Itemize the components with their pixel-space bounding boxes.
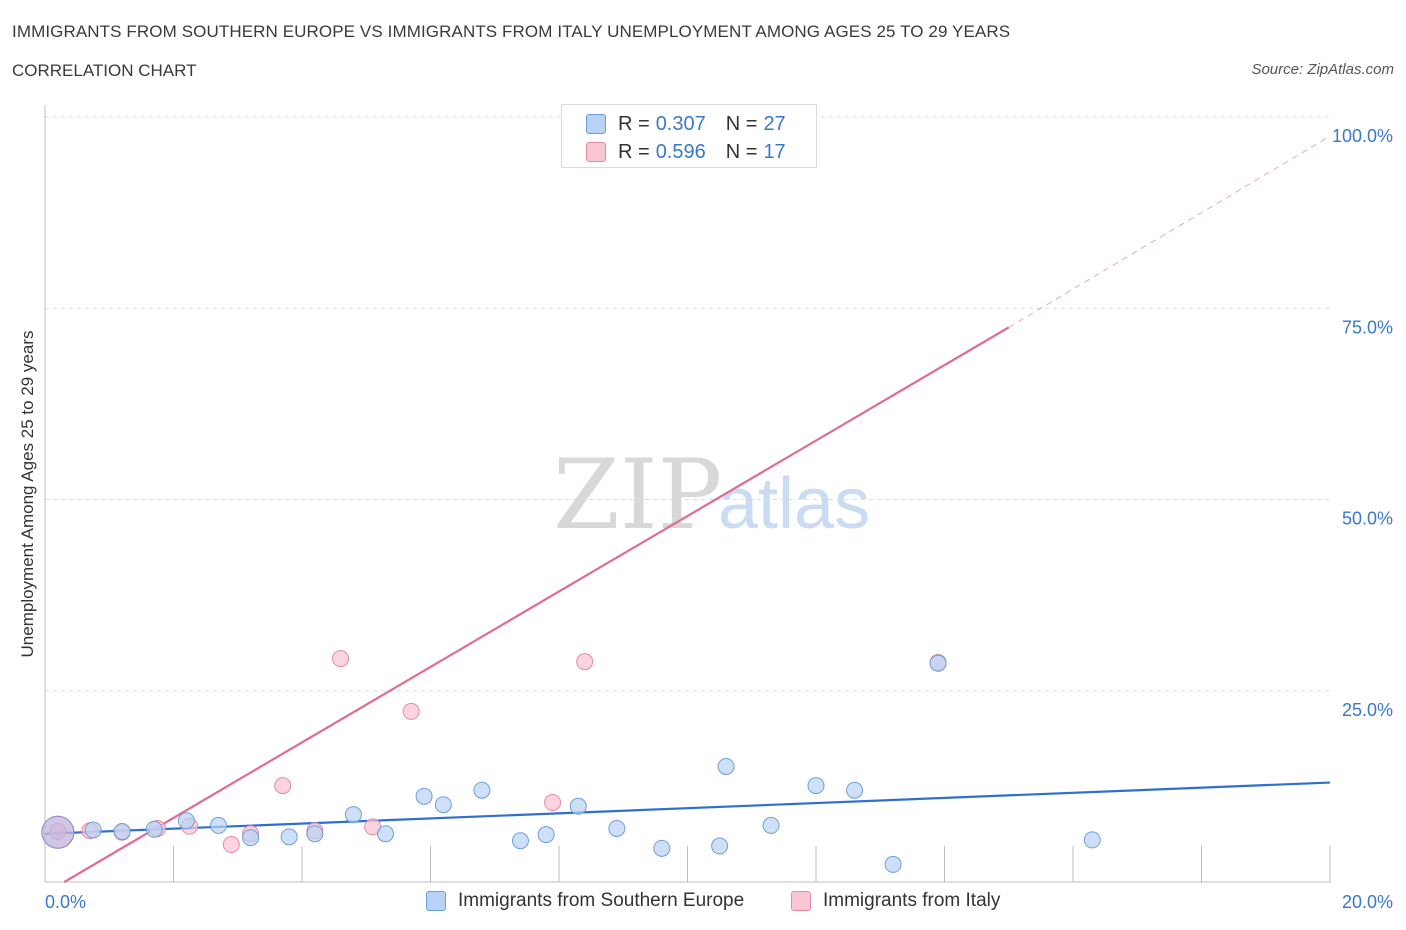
data-point-southern-europe	[177, 812, 195, 830]
data-point-italy	[576, 653, 594, 671]
data-point-italy	[332, 650, 350, 668]
trend-line-southern-europe	[44, 781, 1331, 835]
data-point-italy	[222, 836, 240, 854]
legend-label: Immigrants from Southern Europe	[458, 890, 745, 911]
trend-extension-italy	[1008, 135, 1331, 328]
data-point-southern-europe	[209, 816, 227, 834]
data-point-southern-europe	[84, 821, 102, 839]
correlation-legend: R = 0.307 N = 27 R = 0.596 N = 17	[561, 104, 817, 168]
r-value: 0.307	[655, 112, 706, 135]
swatch-italy	[791, 891, 811, 911]
legend-row-southern-europe: R = 0.307 N = 27	[586, 112, 786, 136]
data-point-southern-europe	[377, 825, 395, 843]
data-point-southern-europe	[717, 757, 735, 775]
trend-layer	[44, 135, 1331, 883]
watermark-atlas: atlas	[718, 464, 870, 544]
r-value: 0.596	[655, 140, 706, 163]
n-value: 17	[763, 140, 786, 163]
data-point-southern-europe	[846, 781, 864, 799]
data-point-southern-europe	[242, 829, 260, 847]
data-point-southern-europe	[569, 797, 587, 815]
data-point-italy	[402, 702, 420, 720]
x-tick-label: 0.0%	[45, 892, 86, 912]
x-tick-label: 20.0%	[1342, 892, 1393, 912]
watermark: ZIP atlas	[553, 439, 870, 551]
points-layer	[41, 108, 1101, 873]
y-tick-label: 50.0%	[1342, 509, 1393, 529]
data-point-southern-europe	[711, 837, 729, 855]
data-point-southern-europe	[762, 816, 780, 834]
data-point-southern-europe	[280, 828, 298, 846]
data-point-southern-europe	[511, 832, 529, 850]
data-point-southern-europe	[608, 819, 626, 837]
data-point-southern-europe	[537, 826, 555, 844]
r-label: R =	[618, 112, 650, 135]
legend-item-southern-europe: Immigrants from Southern Europe	[426, 890, 744, 912]
data-point-southern-europe	[415, 787, 433, 805]
data-point-southern-europe	[344, 806, 362, 824]
data-point-italy	[544, 793, 562, 811]
swatch-southern-europe	[426, 891, 446, 911]
legend-item-italy: Immigrants from Italy	[791, 890, 1000, 912]
series-legend: Immigrants from Southern Europe Immigran…	[0, 890, 1406, 916]
data-point-southern-europe	[113, 823, 131, 841]
data-point-overlap	[41, 815, 75, 849]
data-point-southern-europe	[473, 781, 491, 799]
trend-line-italy	[63, 326, 1010, 883]
swatch-southern-europe	[586, 114, 606, 134]
legend-row-italy: R = 0.596 N = 17	[586, 140, 786, 164]
swatch-italy	[586, 142, 606, 162]
data-point-southern-europe	[145, 820, 163, 838]
watermark-zip: ZIP	[553, 439, 722, 551]
data-point-southern-europe	[653, 839, 671, 857]
data-point-southern-europe	[1083, 831, 1101, 849]
source-label: Source: ZipAtlas.com	[1251, 61, 1394, 78]
n-label: N =	[725, 140, 758, 163]
y-tick-label: 25.0%	[1342, 700, 1393, 720]
data-point-southern-europe	[434, 796, 452, 814]
data-point-southern-europe	[306, 825, 324, 843]
r-label: R =	[618, 140, 650, 163]
axis-layer	[44, 105, 1331, 883]
y-tick-label: 75.0%	[1342, 317, 1393, 337]
legend-label: Immigrants from Italy	[823, 890, 1001, 911]
data-point-southern-europe	[807, 777, 825, 795]
data-point-southern-europe	[929, 654, 947, 672]
y-axis-label: Unemployment Among Ages 25 to 29 years	[18, 330, 37, 658]
n-value: 27	[763, 112, 786, 135]
y-tick-label: 100.0%	[1332, 126, 1393, 146]
data-point-italy	[274, 777, 292, 795]
chart-title: IMMIGRANTS FROM SOUTHERN EUROPE VS IMMIG…	[12, 22, 1011, 41]
data-point-southern-europe	[884, 855, 902, 873]
n-label: N =	[725, 112, 758, 135]
grid-layer	[45, 116, 1330, 692]
chart-subtitle: CORRELATION CHART	[12, 61, 197, 80]
tick-label-layer: 25.0% 50.0% 75.0% 100.0% 0.0% 20.0%	[45, 126, 1393, 912]
